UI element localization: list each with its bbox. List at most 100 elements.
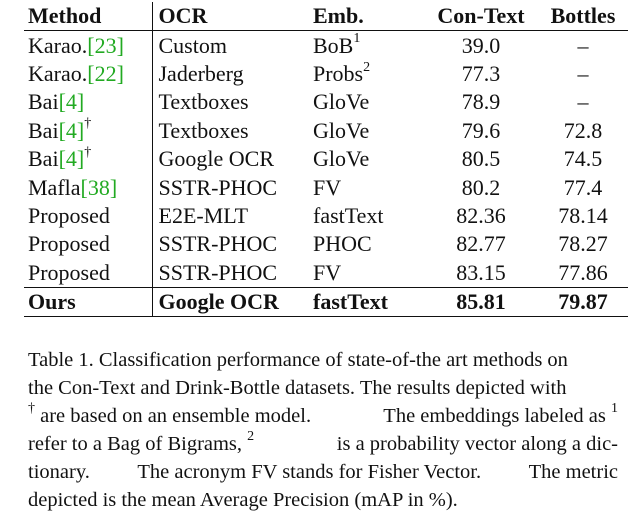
cell-bottles: 74.5 [563, 146, 603, 172]
method-name: Proposed [28, 202, 110, 228]
cell-emb: GloVe [307, 88, 424, 116]
embedding-name: GloVe [313, 146, 370, 172]
table-row: Bai[4]† Textboxes GloVe 79.6 72.8 [24, 116, 628, 145]
cell-ocr: Custom [158, 32, 227, 58]
header-context: Con-Text [437, 3, 525, 29]
cell-emb: GloVe [307, 117, 424, 145]
method-name: Karao. [28, 60, 88, 86]
table-caption: Table 1. Classification performance of s… [28, 346, 618, 514]
embedding-name: GloVe [313, 89, 370, 115]
cell-method: Bai[4] [24, 88, 153, 117]
table-row-ours: Ours Google OCR fastText 85.81 79.87 [24, 287, 628, 317]
ensemble-dagger-marker: † [84, 116, 92, 132]
cell-emb: Probs2 [307, 60, 424, 88]
dagger-marker: † [28, 401, 35, 417]
cell-context: 80.2 [461, 174, 501, 200]
results-table: Method OCR Emb. Con-Text Bottles Karao.[… [24, 2, 628, 317]
cell-ocr: Google OCR [158, 289, 279, 315]
caption-line-3-a: are based on an ensemble model. [40, 405, 312, 427]
header-row: Method OCR Emb. Con-Text Bottles [24, 2, 628, 31]
cell-emb: GloVe [307, 145, 424, 173]
cell-ocr: SSTR-PHOC [158, 231, 278, 257]
table-row: Karao.[23] Custom BoB1 39.0– [24, 30, 628, 60]
cell-ocr: Textboxes [158, 89, 249, 115]
caption-line-1: Table 1. Classification performance of s… [28, 346, 618, 374]
ensemble-dagger-marker: † [84, 144, 92, 160]
citation-link[interactable]: [23] [87, 32, 124, 58]
table-row: Proposed SSTR-PHOC FV 83.15 77.86 [24, 258, 628, 288]
embedding-name: Probs [313, 60, 364, 86]
cell-method: Karao.[22] [24, 59, 153, 89]
cell-emb: FV [307, 259, 424, 288]
cell-method: Bai[4]† [24, 116, 153, 145]
caption-line-3-b: The embeddings labeled as [383, 405, 606, 427]
cell-ocr: E2E-MLT [158, 202, 249, 228]
method-name: Mafla [28, 174, 81, 200]
footnote-marker: 2 [363, 59, 371, 75]
caption-line-5: tionary. The acronym FV stands for Fishe… [28, 458, 618, 486]
cell-method: Proposed [24, 258, 153, 288]
cell-bottles: 72.8 [563, 117, 603, 143]
citation-link[interactable]: [4] [58, 89, 85, 115]
cell-emb: FV [307, 173, 424, 201]
table-body: Karao.[23] Custom BoB1 39.0– Karao.[22] Jader… [24, 30, 628, 288]
table-row: Proposed E2E-MLT fastText 82.36 78.14 [24, 201, 628, 231]
table-row: Karao.[22] Jaderberg Probs2 77.3– [24, 59, 628, 89]
table-row: Bai[4]† Google OCR GloVe 80.5 74.5 [24, 144, 628, 174]
method-name: Bai [28, 117, 59, 143]
caption-line-1-text: Table 1. Classification performance of s… [28, 349, 568, 371]
cell-emb: PHOC [307, 230, 424, 258]
method-name: Bai [28, 89, 59, 115]
embedding-name: fastText [313, 202, 384, 228]
caption-line-5-c: The metric [528, 461, 618, 483]
table-row: Mafla[38] SSTR-PHOC FV 80.2 77.4 [24, 173, 628, 202]
cell-context: 83.15 [456, 259, 506, 285]
header-ocr: OCR [158, 3, 208, 29]
cell-bottles: – [577, 89, 589, 115]
cell-bottles: 77.4 [563, 174, 603, 200]
cell-emb: fastText [307, 202, 424, 230]
cell-method: Ours [24, 287, 153, 317]
cell-bottles: – [577, 32, 589, 58]
cell-ocr: SSTR-PHOC [158, 259, 278, 285]
method-name: Bai [28, 146, 59, 172]
cell-ocr: Textboxes [158, 117, 249, 143]
citation-link[interactable]: [4] [58, 146, 85, 172]
caption-line-2: the Con-Text and Drink-Bottle datasets. … [28, 374, 618, 402]
footnote-1-marker: 1 [611, 401, 618, 417]
embedding-name: GloVe [313, 117, 370, 143]
cell-bottles: – [577, 60, 589, 86]
caption-line-4-b: is a probability vector along a dic- [336, 433, 618, 455]
caption-line-5-b: The acronym FV stands for Fisher Vector. [137, 461, 482, 483]
cell-bottles: 79.87 [558, 289, 608, 315]
cell-bottles: 78.27 [558, 231, 608, 257]
cell-method: Mafla[38] [24, 173, 153, 202]
header-method: Method [24, 2, 153, 31]
method-name: Proposed [28, 231, 110, 257]
cell-method: Proposed [24, 230, 153, 259]
header-bottles: Bottles [550, 3, 616, 29]
citation-link[interactable]: [4] [58, 117, 85, 143]
cell-bottles: 78.14 [558, 202, 608, 228]
cell-context: 85.81 [456, 289, 506, 315]
embedding-name: FV [313, 259, 342, 285]
cell-method: Proposed [24, 201, 153, 231]
footnote-marker: 1 [353, 31, 361, 47]
embedding-name: FV [313, 174, 342, 200]
caption-line-4-a: refer to a Bag of Bigrams, [28, 433, 243, 455]
method-name: Karao. [28, 32, 88, 58]
citation-link[interactable]: [38] [80, 174, 118, 200]
cell-ocr: Jaderberg [158, 60, 244, 86]
caption-line-4: refer to a Bag of Bigrams, 2 is a probab… [28, 430, 618, 458]
header-emb: Emb. [313, 3, 364, 29]
cell-bottles: 77.86 [558, 259, 608, 285]
citation-link[interactable]: [22] [87, 60, 124, 86]
cell-ocr: Google OCR [158, 146, 275, 172]
method-name: Proposed [28, 259, 110, 285]
cell-context: 77.3 [461, 60, 501, 86]
embedding-name: PHOC [313, 231, 372, 257]
caption-line-2-text: the Con-Text and Drink-Bottle datasets. … [28, 377, 567, 399]
cell-context: 80.5 [461, 146, 501, 172]
cell-context: 78.9 [461, 89, 501, 115]
cell-ocr: SSTR-PHOC [158, 174, 278, 200]
